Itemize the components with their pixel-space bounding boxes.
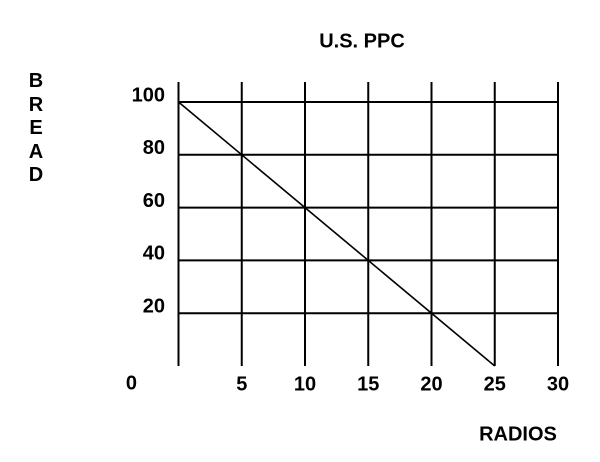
x-tick-label: 5 — [236, 373, 247, 395]
chart-title: U.S. PPC — [319, 30, 405, 52]
y-axis-label: BREAD — [28, 70, 44, 186]
y-tick-label: 20 — [143, 295, 165, 317]
y-tick-label: 40 — [143, 243, 165, 265]
y-tick-label: 60 — [143, 190, 165, 212]
x-axis-label: RADIOS — [479, 423, 557, 445]
y-tick-label: 100 — [132, 84, 165, 106]
x-tick-label: 20 — [420, 373, 442, 395]
y-tick-label: 0 — [126, 372, 137, 394]
ppc-line — [177, 101, 496, 367]
x-tick-label: 30 — [547, 373, 569, 395]
x-tick-label: 10 — [294, 373, 316, 395]
x-tick-label: 25 — [484, 373, 506, 395]
y-tick-label: 80 — [143, 137, 165, 159]
x-tick-label: 15 — [357, 373, 379, 395]
